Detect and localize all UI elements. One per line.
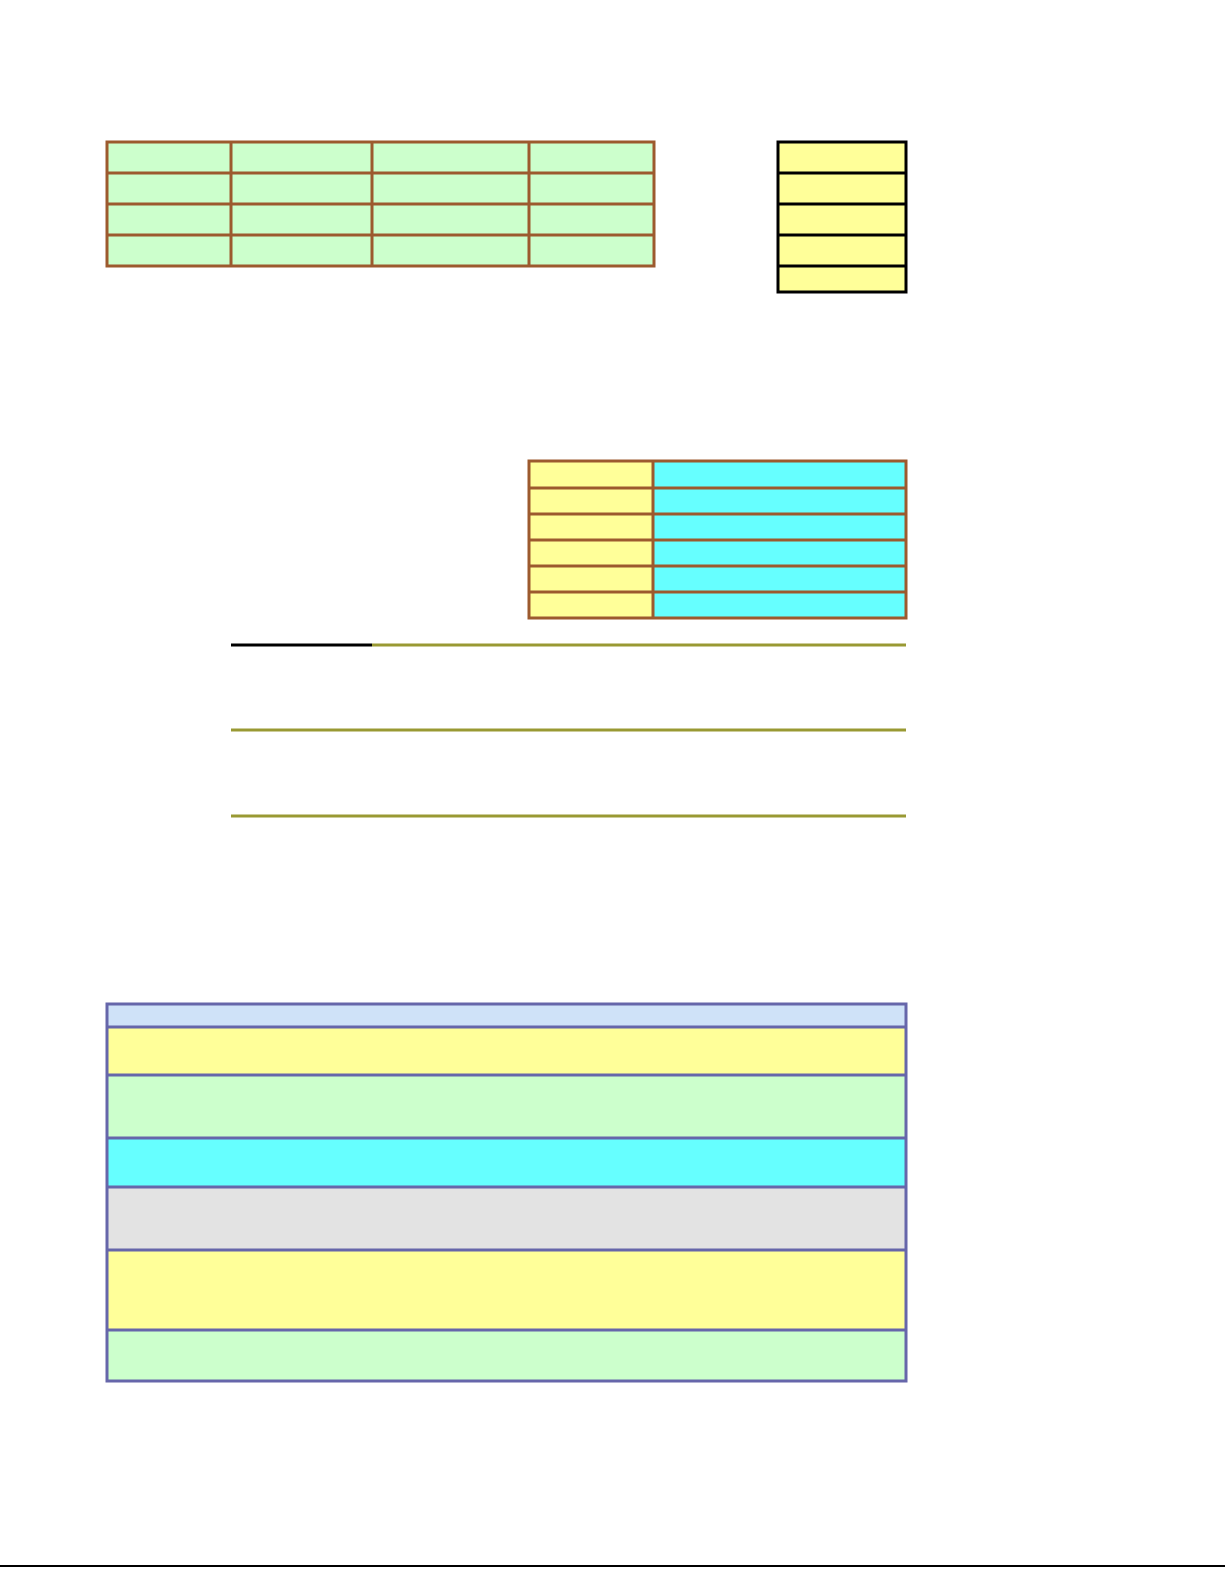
band	[105, 1328, 908, 1383]
band	[105, 1025, 908, 1077]
rule-lines	[231, 643, 906, 818]
band	[105, 1002, 908, 1029]
yellow-cyan-table	[527, 459, 908, 620]
banded-table	[105, 1002, 908, 1383]
band	[105, 1136, 908, 1189]
band	[105, 1185, 908, 1252]
band	[105, 1248, 908, 1332]
green-table	[105, 140, 656, 268]
band	[105, 1073, 908, 1140]
yellow-column	[776, 140, 908, 294]
yellow-column-body	[776, 140, 908, 294]
